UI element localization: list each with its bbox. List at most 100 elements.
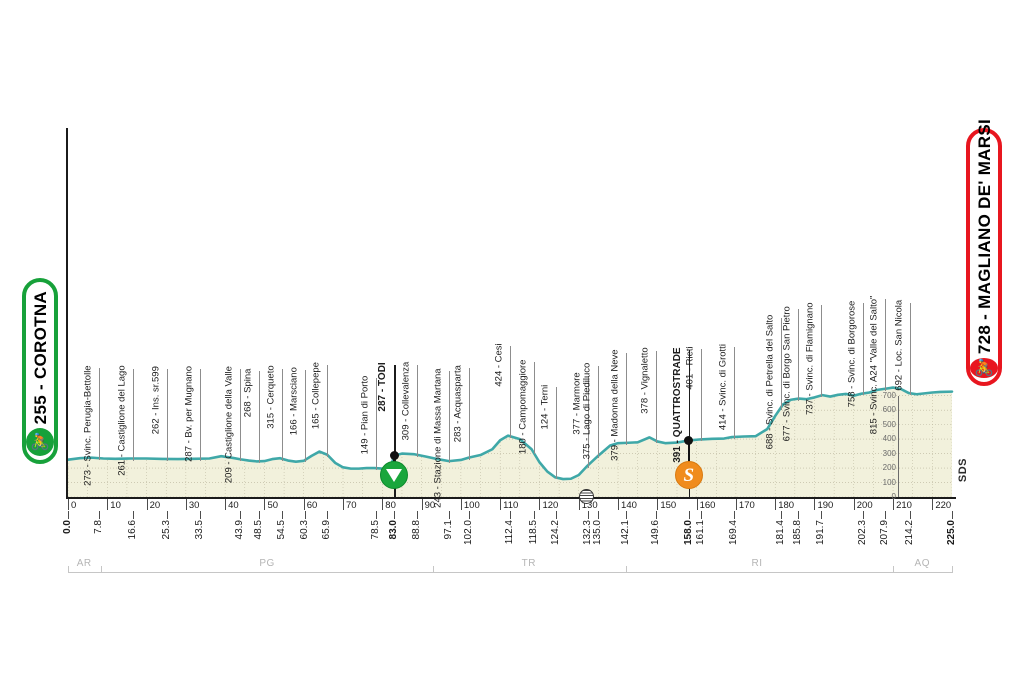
location-leader-line [282,368,284,461]
km-tick [264,499,266,510]
location-label: 124 - Terni [539,384,551,430]
distance-label: 65.9 [320,520,332,540]
km-tick-label: 140 [621,500,637,511]
km-tick-label: 130 [581,500,598,511]
distance-label: 142.1 [620,520,632,546]
km-tick-label: 190 [817,500,834,511]
location-label: 209 - Castiglione della Valle [223,366,235,484]
km-tick-label: 180 [778,500,795,511]
km-tick-label: 10 [110,500,121,511]
distance-tick [133,511,135,519]
km-tick [500,499,502,510]
location-leader-line [733,347,735,439]
distance-tick [862,511,864,519]
distance-tick [416,511,418,519]
distance-tick [655,511,657,519]
km-tick-label: 200 [856,500,873,511]
distance-label: 33.5 [193,520,205,540]
province-code: PG [259,558,275,569]
orange-s-sprint-icon[interactable]: S [674,461,703,489]
location-label: 283 - Acquasparta [452,364,464,442]
distance-label: 207.9 [878,520,890,546]
distance-tick [688,511,690,519]
province-bar [893,572,952,573]
distance-label: 83.0 [388,520,400,540]
province-tick [893,566,895,573]
distance-tick [282,511,284,519]
distance-label: 124.2 [549,520,561,546]
distance-tick [821,511,823,519]
marker-dot [389,450,399,460]
km-tick-label: 20 [149,500,161,511]
location-leader-line [394,365,396,497]
elevation-tick-label: 200 [882,463,896,473]
km-tick-label: 170 [738,500,755,511]
km-tick [814,499,816,510]
distance-tick [533,511,535,519]
distance-label: 102.0 [462,520,474,546]
elevation-tick-label: 600 [882,405,896,415]
km-tick-label: 40 [228,500,239,511]
location-leader-line [780,317,782,410]
distance-label: 54.5 [276,520,288,540]
distance-tick [797,511,799,519]
location-leader-line [700,349,702,442]
distance-label: 60.3 [298,520,310,540]
distance-tick [909,511,911,519]
location-label: 166 - Marsciano [288,367,300,436]
km-tick-label: 70 [346,500,357,511]
km-tick [853,499,855,510]
elevation-axis [898,395,899,497]
distance-label: 112.4 [503,520,515,545]
distance-label: 158.0 [682,520,694,546]
distance-tick [626,511,628,519]
km-tick [578,499,580,510]
distance-label: 7.8 [92,520,104,534]
elevation-tick-label: 700 [882,390,896,400]
distance-label: 97.1 [443,520,455,540]
location-leader-line [304,370,306,463]
feed-zone-icon [579,489,595,504]
distance-label: 202.3 [856,520,868,546]
elevation-tick-label: 500 [882,419,896,429]
distance-tick [952,511,953,519]
location-leader-line [240,369,242,462]
km-tick [696,499,698,510]
location-label: 737 - Svinc. di Flamignano [804,302,816,415]
km-tick [657,499,659,510]
elevation-tick-label: 400 [882,434,896,444]
distance-tick [304,511,306,519]
distance-label: 161.1 [694,520,706,546]
distance-tick [598,511,600,519]
location-label: 375 - Lago di Piediluco [581,362,593,460]
location-leader-line [326,364,328,457]
triangle-down-icon [386,468,403,482]
distance-label: 43.9 [234,520,246,540]
distance-tick [240,511,242,519]
location-label: 758 - Svinc. di Borgorose [846,300,858,408]
km-tick-label: 0 [71,500,77,511]
finish-town-label: 🚴 728 - MAGLIANO DE' MARSI [966,119,1002,386]
distance-tick [449,511,451,519]
distance-tick [326,511,328,519]
distance-label: 48.5 [252,520,264,540]
distance-tick [587,511,589,519]
location-leader-line [655,350,657,443]
km-tick [303,499,305,510]
marker-dot [684,435,694,445]
km-tick-label: 100 [463,500,480,511]
green-triangle-sprint-icon[interactable] [380,461,409,489]
province-code: AR [76,558,92,569]
distance-label: 225.0 [946,520,957,546]
distance-tick [167,511,169,519]
km-tick [618,499,620,510]
location-leader-line [797,308,799,401]
cyclist-icon: 🚴 [26,428,54,456]
location-label: 401 - Rieti [684,346,696,390]
distance-label: 169.4 [727,520,739,546]
km-tick-label: 30 [188,500,200,511]
location-label: 268 - Spina [242,368,254,417]
distance-label: 135.0 [592,520,604,546]
km-tick [421,499,423,510]
